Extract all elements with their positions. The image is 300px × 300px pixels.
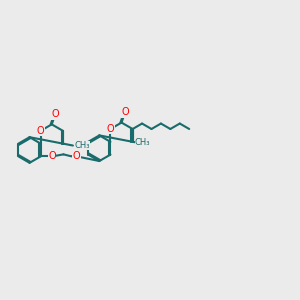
Text: O: O [73,152,81,161]
Text: O: O [48,152,56,161]
Text: O: O [121,107,129,117]
Text: O: O [52,109,59,119]
Text: CH₃: CH₃ [135,138,150,147]
Text: O: O [106,124,114,134]
Text: CH₃: CH₃ [74,141,90,150]
Text: O: O [37,126,44,136]
